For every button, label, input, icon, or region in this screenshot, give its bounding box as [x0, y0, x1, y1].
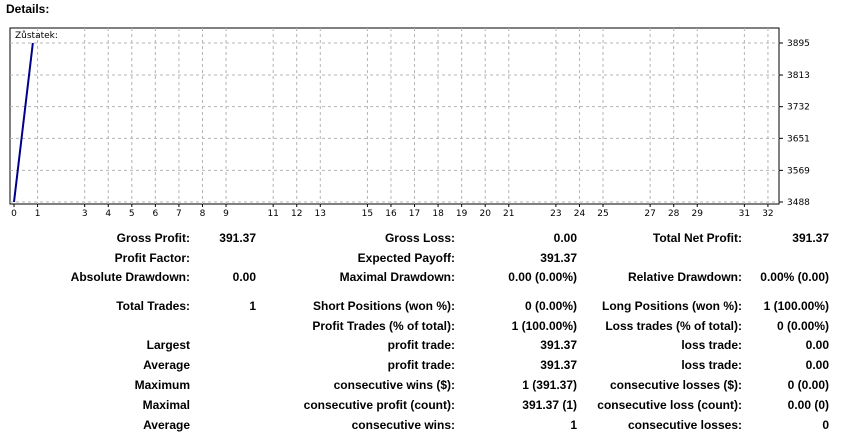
stat-value: 0	[822, 418, 829, 432]
chart-grid	[10, 28, 779, 204]
stat-label-profit-trades-of-total: Profit Trades (% of total):	[312, 319, 455, 333]
stat-label-consecutive-loss-count: consecutive loss (count):	[597, 398, 742, 412]
x-tick-label: 25	[597, 209, 608, 219]
stat-label-total-net-profit: Total Net Profit:	[652, 231, 742, 245]
x-tick-label: 5	[129, 209, 135, 219]
x-tick-label: 27	[644, 209, 655, 219]
stat-label-average: Average	[143, 358, 190, 372]
y-tick-label: 3732	[787, 103, 810, 113]
x-axis: 0 1 3 4 5 6 7 8 9 11 12 13 15 16 17 18 19 20 21 23 24 25 27 28 2…	[11, 204, 774, 219]
x-tick-label: 1	[35, 209, 41, 219]
stat-value: 0 (0.00)	[787, 378, 829, 392]
stat-value: 0 (0.00%)	[776, 319, 829, 333]
stat-value: 1	[570, 418, 577, 432]
stat-label-consecutive-losses: consecutive losses ($):	[609, 378, 742, 392]
x-tick-label: 32	[762, 209, 773, 219]
stat-label-long-positions-won: Long Positions (won %):	[602, 299, 742, 313]
x-tick-label: 15	[362, 209, 373, 219]
stat-label-consecutive-wins: consecutive wins ($):	[333, 378, 455, 392]
x-tick-label: 18	[432, 209, 444, 219]
x-tick-label: 31	[739, 209, 750, 219]
stat-value: 391.37	[792, 231, 829, 245]
y-tick-label: 3488	[787, 198, 810, 208]
chart-legend-label: Zůstatek:	[15, 30, 58, 41]
x-tick-label: 4	[105, 209, 111, 219]
x-tick-label: 29	[692, 209, 704, 219]
stat-value: 1 (100.00%)	[511, 319, 577, 333]
stat-value: 0.00% (0.00)	[760, 270, 829, 284]
chart-plot-area	[9, 27, 780, 205]
stat-value: 0.00	[232, 270, 256, 284]
stat-label-total-trades: Total Trades:	[116, 299, 190, 313]
x-tick-label: 21	[503, 209, 514, 219]
stat-label-average: Average	[143, 418, 190, 432]
x-tick-label: 7	[176, 209, 182, 219]
stat-value: 1 (391.37)	[522, 378, 577, 392]
stat-label-profit-factor: Profit Factor:	[114, 251, 190, 265]
stat-value: 391.37	[540, 358, 577, 372]
x-tick-label: 24	[574, 209, 586, 219]
stat-label-relative-drawdown: Relative Drawdown:	[627, 270, 742, 284]
stat-label-loss-trade: loss trade:	[681, 358, 742, 372]
balance-line	[13, 42, 34, 203]
stat-label-maximal-drawdown: Maximal Drawdown:	[339, 270, 455, 284]
stat-label-absolute-drawdown: Absolute Drawdown:	[70, 270, 190, 284]
x-tick-label: 12	[291, 209, 302, 219]
stat-value: 1	[249, 299, 256, 313]
x-tick-label: 6	[152, 209, 158, 219]
x-tick-label: 11	[267, 209, 278, 219]
stat-label-consecutive-profit-count: consecutive profit (count):	[303, 398, 455, 412]
stat-value: 391.37	[219, 231, 256, 245]
stat-label-consecutive-wins: consecutive wins:	[351, 418, 455, 432]
x-tick-label: 23	[550, 209, 561, 219]
stat-value: 0.00	[553, 231, 577, 245]
stat-label-short-positions-won: Short Positions (won %):	[313, 299, 455, 313]
stat-value: 0.00 (0)	[787, 398, 829, 412]
stat-label-gross-profit: Gross Profit:	[116, 231, 190, 245]
y-tick-label: 3813	[787, 71, 810, 81]
x-tick-label: 8	[200, 209, 206, 219]
stat-value: 391.37	[540, 338, 577, 352]
stat-label-loss-trades-of-total: Loss trades (% of total):	[605, 319, 742, 333]
x-tick-label: 13	[315, 209, 326, 219]
stat-label-largest: Largest	[146, 338, 190, 352]
stat-value: 0.00	[805, 338, 829, 352]
stat-value: 391.37	[540, 251, 577, 265]
x-tick-label: 19	[456, 209, 468, 219]
x-tick-label: 17	[409, 209, 420, 219]
stat-label-profit-trade: profit trade:	[387, 358, 455, 372]
stat-value: 0 (0.00%)	[524, 299, 577, 313]
y-tick-label: 3651	[787, 134, 810, 144]
y-tick-label: 3895	[787, 39, 810, 49]
stat-value: 0.00 (0.00%)	[508, 270, 577, 284]
x-tick-label: 16	[385, 209, 397, 219]
stat-label-maximal: Maximal	[142, 398, 190, 412]
stat-label-consecutive-losses: consecutive losses:	[627, 418, 742, 432]
stat-label-profit-trade: profit trade:	[387, 338, 455, 352]
y-axis: 3895 3813 3732 3651 3569 3488	[779, 39, 810, 208]
stat-value: 1 (100.00%)	[763, 299, 829, 313]
x-tick-label: 9	[223, 209, 229, 219]
y-tick-label: 3569	[787, 166, 810, 176]
x-tick-label: 0	[11, 209, 17, 219]
stat-value: 0.00	[805, 358, 829, 372]
stat-label-gross-loss: Gross Loss:	[384, 231, 455, 245]
x-tick-label: 3	[82, 209, 88, 219]
details-title: Details:	[6, 2, 50, 16]
stat-label-expected-payoff: Expected Payoff:	[357, 251, 455, 265]
stat-value: 391.37 (1)	[522, 398, 577, 412]
chart-series	[13, 42, 34, 203]
stat-label-loss-trade: loss trade:	[681, 338, 742, 352]
x-tick-label: 20	[479, 209, 491, 219]
x-tick-label: 28	[668, 209, 680, 219]
stat-label-maximum: Maximum	[134, 378, 190, 392]
